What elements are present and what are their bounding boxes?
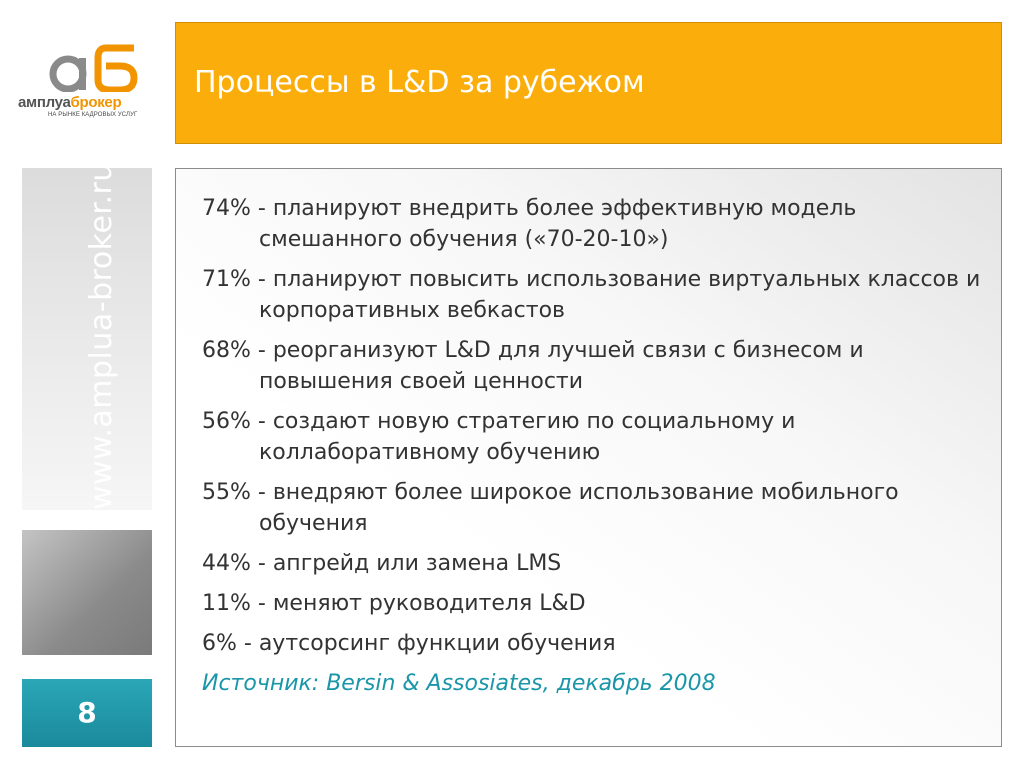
sidebar-decor-block bbox=[22, 530, 152, 655]
content-panel: 74% - планируют внедрить более эффективн… bbox=[175, 168, 1002, 747]
statistics-list: 74% - планируют внедрить более эффективн… bbox=[202, 193, 992, 699]
page-number-box: 8 bbox=[22, 679, 152, 747]
title-bar: Процессы в L&D за рубежом bbox=[175, 22, 1002, 144]
list-item: 56% - создают новую стратегию по социаль… bbox=[202, 409, 796, 465]
logo-name-part1: амплуа bbox=[18, 94, 71, 111]
company-logo: амплуаброкер НА РЫНКЕ КАДРОВЫХ УСЛУГ bbox=[18, 44, 158, 124]
list-item: 55% - внедряют более широкое использован… bbox=[202, 480, 899, 536]
list-item: 11% - меняют руководителя L&D bbox=[202, 591, 586, 616]
list-item: 6% - аутсорсинг функции обучения bbox=[202, 631, 616, 656]
page-number: 8 bbox=[77, 696, 97, 729]
logo-tagline: НА РЫНКЕ КАДРОВЫХ УСЛУГ bbox=[48, 112, 138, 118]
logo-name: амплуаброкер bbox=[18, 94, 158, 111]
list-item: 71% - планируют повысить использование в… bbox=[202, 267, 981, 323]
sidebar-url-panel: www.amplua-broker.ru bbox=[22, 162, 152, 510]
logo-mark-icon bbox=[49, 44, 138, 92]
list-item: 74% - планируют внедрить более эффективн… bbox=[202, 196, 857, 252]
logo-name-part2: брокер bbox=[70, 94, 122, 111]
list-item: 68% - реорганизуют L&D для лучшей связи … bbox=[202, 338, 864, 394]
source-citation: Источник: Bersin & Assosiates, декабрь 2… bbox=[202, 671, 716, 696]
website-url: www.amplua-broker.ru bbox=[84, 162, 119, 510]
page-title: Процессы в L&D за рубежом bbox=[194, 65, 645, 100]
list-item: 44% - апгрейд или замена LMS bbox=[202, 551, 562, 576]
